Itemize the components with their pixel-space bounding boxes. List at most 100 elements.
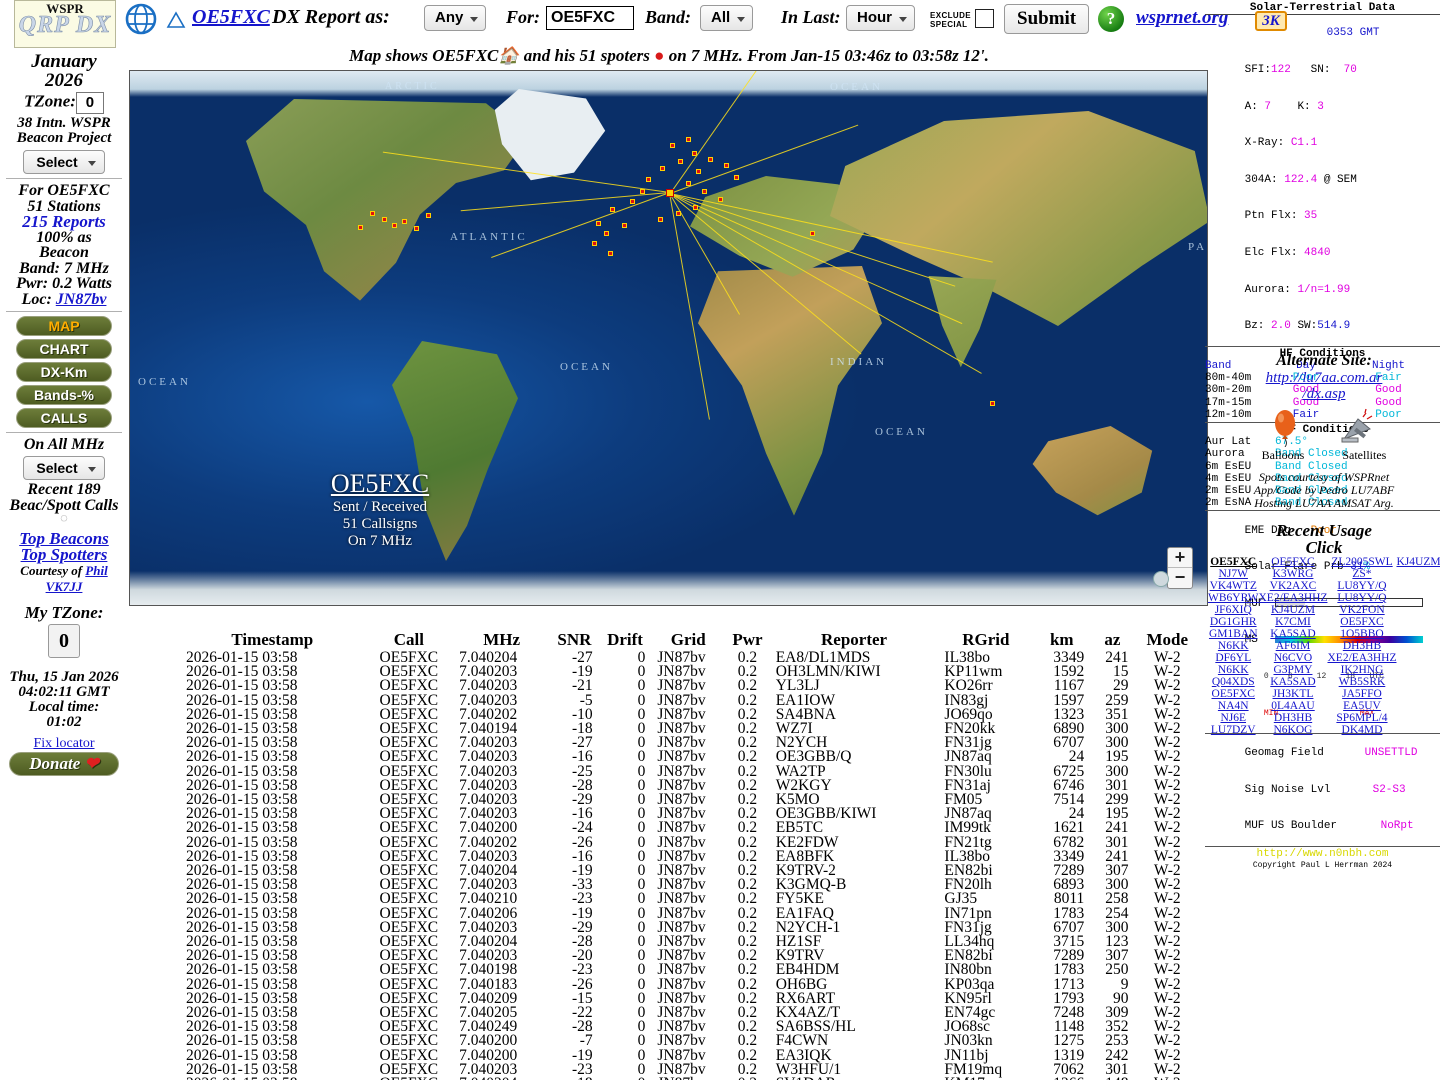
cell-call[interactable]: OE5FXC <box>379 762 439 780</box>
spot-marker[interactable] <box>696 169 701 174</box>
call-link[interactable]: JF6XIQ <box>1214 604 1252 616</box>
table-row[interactable]: 2026-01-15 03:58 OE5FXC 7.040203 -27 0 JN87bv… <box>180 734 1200 752</box>
bands-button[interactable]: Bands-% <box>16 385 112 405</box>
cell-call[interactable]: OE5FXC <box>379 975 439 993</box>
cell-rgrid[interactable]: KM17vx <box>938 1076 1033 1080</box>
table-row[interactable]: 2026-01-15 03:58 OE5FXC 7.040205 -22 0 JN87bv… <box>180 1004 1200 1022</box>
submit-button[interactable]: Submit <box>1004 4 1090 34</box>
table-row[interactable]: 2026-01-15 03:58 OE5FXC 7.040203 -29 0 JN87bv… <box>180 792 1200 808</box>
cell-rgrid[interactable]: KP11wm <box>944 663 1003 681</box>
reports-count[interactable]: 215 Reports <box>22 212 106 231</box>
world-map[interactable]: ARCTIC OCEAN ATLANTIC OCEAN OCEAN INDIAN… <box>129 70 1208 606</box>
for-input[interactable] <box>546 6 634 30</box>
locator-value[interactable]: JN87bv <box>55 290 107 308</box>
col-reporter[interactable]: Reporter <box>821 630 888 649</box>
cell-call[interactable]: OE5FXC <box>379 933 439 951</box>
cell-grid[interactable]: JN87bv <box>657 989 706 1007</box>
top-spotters-link[interactable]: Top Spotters <box>20 545 108 564</box>
spot-marker[interactable] <box>646 177 651 182</box>
spot-marker[interactable] <box>382 217 387 222</box>
cell-rgrid[interactable]: LL34hq <box>944 933 995 951</box>
table-row[interactable]: 2026-01-15 03:58 OE5FXC 7.040204 -27 0 JN87bv… <box>180 649 1200 666</box>
courtesy-name[interactable]: Phil <box>85 563 108 578</box>
spot-marker[interactable] <box>724 163 729 168</box>
call-link[interactable]: DH3HB <box>1273 712 1313 724</box>
tzone-input[interactable]: 0 <box>75 92 104 114</box>
col-mhz[interactable]: MHz <box>483 630 521 649</box>
call-link[interactable]: AF6IM <box>1275 640 1311 652</box>
call-link[interactable]: NJ6E <box>1220 712 1247 724</box>
call-link[interactable]: N6CVO <box>1273 652 1313 664</box>
call-link[interactable]: LU8YY/Q <box>1337 592 1387 604</box>
spot-marker[interactable] <box>678 159 683 164</box>
alt-site-url-line1[interactable]: http://lu7aa.com.ar <box>1265 370 1383 386</box>
call-link[interactable]: JH3KTL <box>1272 688 1314 700</box>
call-link[interactable]: SP6MPL/4 <box>1336 712 1388 724</box>
cell-rgrid[interactable]: FN31jg <box>944 918 992 936</box>
cell-call[interactable]: OE5FXC <box>379 862 439 880</box>
cell-reporter[interactable]: EB4HDM <box>775 961 840 979</box>
cell-reporter[interactable]: SA4BNA <box>775 705 836 723</box>
cell-grid[interactable]: JN87bv <box>657 805 706 823</box>
help-icon[interactable]: ? <box>1098 6 1124 32</box>
zoom-out-button[interactable]: − <box>1174 567 1186 587</box>
table-row[interactable]: 2026-01-15 03:58 OE5FXC 7.040202 -26 0 JN87bv… <box>180 834 1200 850</box>
cell-grid[interactable]: JN87bv <box>657 918 706 936</box>
cell-grid[interactable]: JN87bv <box>657 748 706 766</box>
table-row[interactable]: 2026-01-15 03:58 OE5FXC 7.040203 -28 0 JN87bv… <box>180 777 1200 793</box>
cell-grid[interactable]: JN87bv <box>657 649 706 666</box>
beacon-select[interactable]: Select <box>23 150 105 174</box>
cell-reporter[interactable]: EB5TC <box>775 819 824 837</box>
call-link[interactable]: KA5SAD <box>1270 628 1316 640</box>
call-link[interactable]: XE2/EA3HHZ <box>1327 652 1397 664</box>
table-row[interactable]: 2026-01-15 03:58 OE5FXC 7.040206 -19 0 JN87bv… <box>180 905 1200 921</box>
cell-rgrid[interactable]: EN82bi <box>944 862 993 880</box>
call-link[interactable]: VK4WTZ <box>1209 580 1257 592</box>
exclude-special-checkbox[interactable] <box>975 9 994 28</box>
spot-marker[interactable] <box>630 199 635 204</box>
call-link[interactable]: OE5FXC <box>1210 556 1257 568</box>
call-link[interactable]: OE5FXC <box>1340 616 1384 628</box>
cell-reporter[interactable]: N2YCH <box>775 734 828 752</box>
spot-marker[interactable] <box>604 231 609 236</box>
globe-icon[interactable] <box>124 2 158 36</box>
cell-call[interactable]: OE5FXC <box>379 961 439 979</box>
call-link[interactable]: K3WRG <box>1272 568 1314 580</box>
call-link[interactable]: N6KK <box>1217 640 1249 652</box>
spot-marker[interactable] <box>666 189 674 197</box>
alt-site-url-line2[interactable]: /dx.asp <box>1302 386 1346 402</box>
cell-rgrid[interactable]: KN95rl <box>944 989 992 1007</box>
wsprnet-link[interactable]: wsprnet.org <box>1136 7 1229 28</box>
table-row[interactable]: 2026-01-15 03:58 OE5FXC 7.040200 -19 0 JN87bv… <box>180 1046 1200 1064</box>
cell-reporter[interactable]: WA2TP <box>775 762 826 780</box>
spot-marker[interactable] <box>658 217 663 222</box>
calls-button[interactable]: CALLS <box>16 408 112 428</box>
cell-reporter[interactable]: K3GMQ-B <box>775 876 847 894</box>
col-call[interactable]: Call <box>393 630 424 649</box>
cell-grid[interactable]: JN87bv <box>657 1018 706 1036</box>
table-row[interactable]: 2026-01-15 03:58 OE5FXC 7.040204 -28 0 JN87bv… <box>180 933 1200 951</box>
cell-rgrid[interactable]: KP03qa <box>944 975 995 993</box>
call-link[interactable]: OE5FXC <box>1211 688 1255 700</box>
map-zoom-controls[interactable]: + − <box>1167 547 1193 589</box>
table-row[interactable]: 2026-01-15 03:58 OE5FXC 7.040203 -25 0 JN87bv… <box>180 762 1200 780</box>
spot-marker[interactable] <box>810 231 815 236</box>
call-link[interactable]: VK2FON <box>1339 604 1385 616</box>
cell-call[interactable]: OE5FXC <box>379 1032 439 1050</box>
table-row[interactable]: 2026-01-15 03:58 OE5FXC 7.040203 -33 0 JN87bv… <box>180 876 1200 894</box>
call-link[interactable]: KJ4UZM <box>1396 556 1440 568</box>
satellites-link[interactable] <box>1338 407 1378 452</box>
call-link[interactable]: OE5FXC <box>1271 556 1315 568</box>
cell-rgrid[interactable]: EN82bi <box>944 947 993 965</box>
cell-call[interactable]: OE5FXC <box>379 705 439 723</box>
cell-grid[interactable]: JN87bv <box>657 862 706 880</box>
cell-reporter[interactable]: OH3LMN/KIWI <box>775 663 881 681</box>
call-link[interactable]: XE2/EA3HHZ <box>1258 592 1328 604</box>
my-tzone-input[interactable]: 0 <box>48 624 80 658</box>
cell-grid[interactable]: JN87bv <box>657 1046 706 1064</box>
cell-rgrid[interactable]: FN31jg <box>944 734 992 752</box>
cell-grid[interactable]: JN87bv <box>657 1004 706 1022</box>
cell-grid[interactable]: JN87bv <box>657 947 706 965</box>
cell-reporter[interactable]: EA3IQK <box>775 1046 832 1064</box>
table-row[interactable]: 2026-01-15 03:58 OE5FXC 7.040183 -26 0 JN87bv… <box>180 975 1200 993</box>
